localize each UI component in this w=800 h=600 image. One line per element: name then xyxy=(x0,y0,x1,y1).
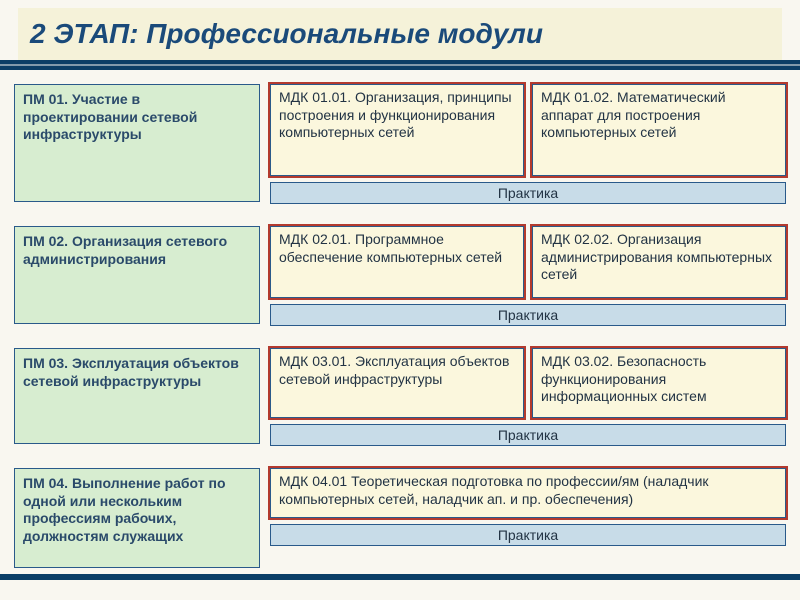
pm-box: ПМ 04. Выполнение работ по одной или нес… xyxy=(14,468,260,568)
module-row: ПМ 01. Участие в проектировании сетевой … xyxy=(14,84,786,216)
page-title: 2 ЭТАП: Профессиональные модули xyxy=(30,18,543,50)
mdk-wrap: МДК 04.01 Теоретическая подготовка по пр… xyxy=(270,468,786,518)
mdk-wrap: МДК 03.01. Эксплуатация объектов сетевой… xyxy=(270,348,786,418)
mdk-box: МДК 02.01. Программное обеспечение компь… xyxy=(270,226,524,298)
practice-box: Практика xyxy=(270,524,786,546)
mdk-box: МДК 01.02. Математический аппарат для по… xyxy=(532,84,786,176)
pm-box: ПМ 03. Эксплуатация объектов сетевой инф… xyxy=(14,348,260,444)
module-grid: ПМ 01. Участие в проектировании сетевой … xyxy=(14,84,786,568)
module-row: ПМ 04. Выполнение работ по одной или нес… xyxy=(14,468,786,576)
module-row: ПМ 03. Эксплуатация объектов сетевой инф… xyxy=(14,348,786,458)
mdk-box: МДК 01.01. Организация, принципы построе… xyxy=(270,84,524,176)
mdk-box: МДК 02.02. Организация администрирования… xyxy=(532,226,786,298)
mdk-box: МДК 03.01. Эксплуатация объектов сетевой… xyxy=(270,348,524,418)
pm-box: ПМ 02. Организация сетевого администриро… xyxy=(14,226,260,324)
title-bar: 2 ЭТАП: Профессиональные модули xyxy=(18,8,782,60)
mdk-box: МДК 03.02. Безопасность функционирования… xyxy=(532,348,786,418)
practice-box: Практика xyxy=(270,424,786,446)
mdk-wrap: МДК 02.01. Программное обеспечение компь… xyxy=(270,226,786,298)
mdk-box: МДК 04.01 Теоретическая подготовка по пр… xyxy=(270,468,786,518)
practice-box: Практика xyxy=(270,304,786,326)
module-row: ПМ 02. Организация сетевого администриро… xyxy=(14,226,786,338)
practice-box: Практика xyxy=(270,182,786,204)
pm-box: ПМ 01. Участие в проектировании сетевой … xyxy=(14,84,260,202)
divider-bottom xyxy=(0,574,800,580)
divider-top xyxy=(0,60,800,70)
mdk-wrap: МДК 01.01. Организация, принципы построе… xyxy=(270,84,786,176)
